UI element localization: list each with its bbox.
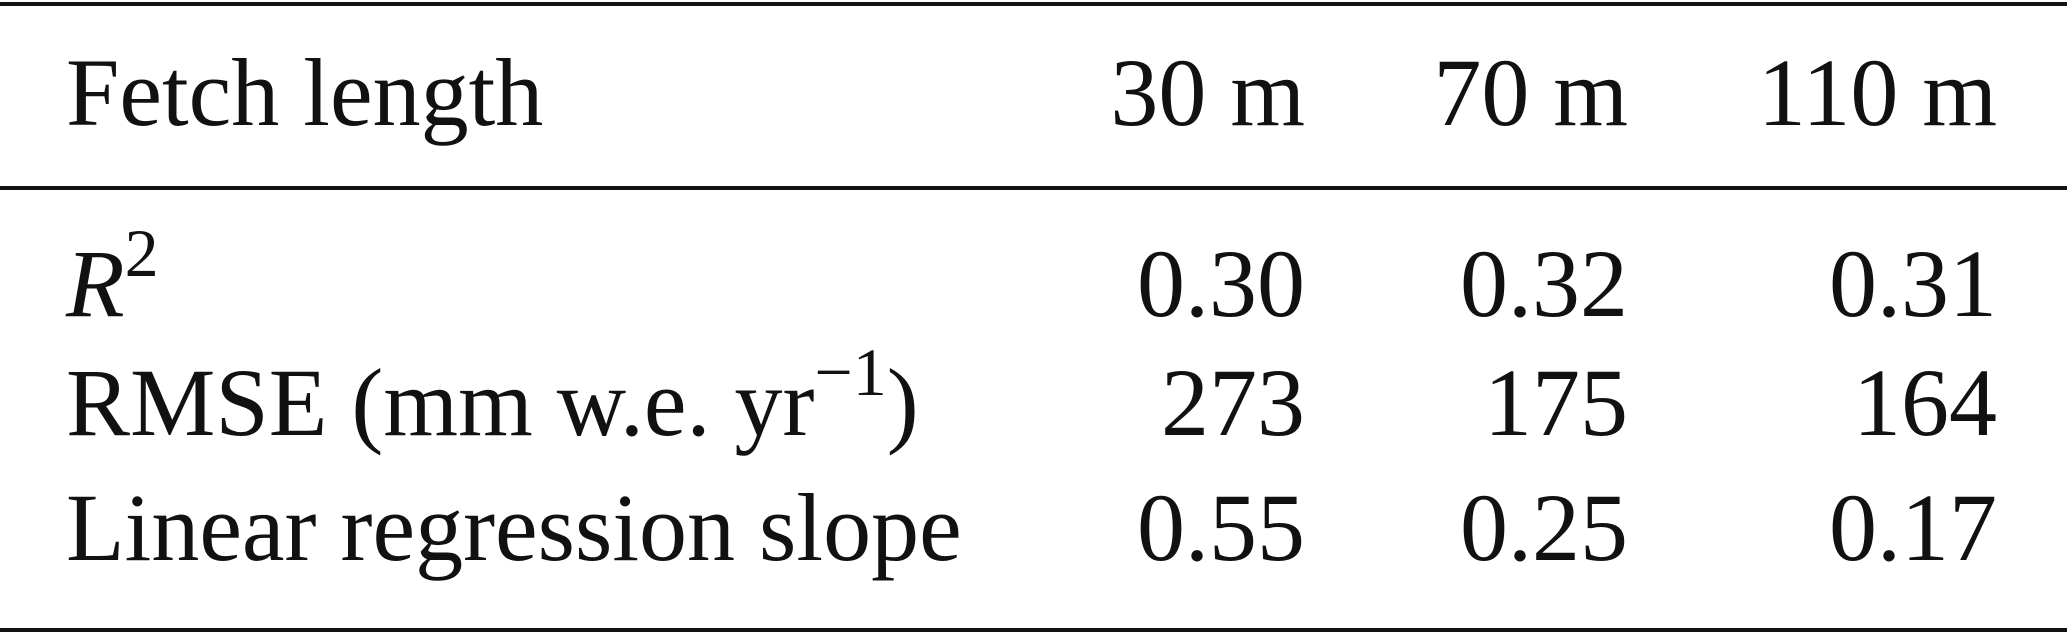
header-cell: Fetch length xyxy=(66,39,543,146)
label-text: Linear regression slope xyxy=(66,474,962,581)
label-text: R xyxy=(65,230,125,337)
row-label: RMSE (mm w.e. yr−1) xyxy=(66,334,919,456)
data-cell: 273 xyxy=(1161,349,1305,456)
data-cell: 164 xyxy=(1853,349,1997,456)
data-cell: 0.25 xyxy=(1460,474,1628,581)
data-cell: 0.31 xyxy=(1829,230,1997,337)
header-cell: 30 m xyxy=(1110,39,1305,146)
row-label: Linear regression slope xyxy=(66,474,962,581)
row-label: R2 xyxy=(65,215,159,337)
data-cell: 175 xyxy=(1484,349,1628,456)
header-cell: 70 m xyxy=(1433,39,1628,146)
data-cell: 0.32 xyxy=(1460,230,1628,337)
label-suffix: ) xyxy=(887,349,919,456)
label-superscript: −1 xyxy=(814,334,886,410)
data-cell: 0.30 xyxy=(1137,230,1305,337)
header-cell: 110 m xyxy=(1758,39,1997,146)
data-cell: 0.55 xyxy=(1137,474,1305,581)
label-text: RMSE (mm w.e. yr xyxy=(66,349,814,456)
label-superscript: 2 xyxy=(125,215,159,291)
data-cell: 0.17 xyxy=(1829,474,1997,581)
